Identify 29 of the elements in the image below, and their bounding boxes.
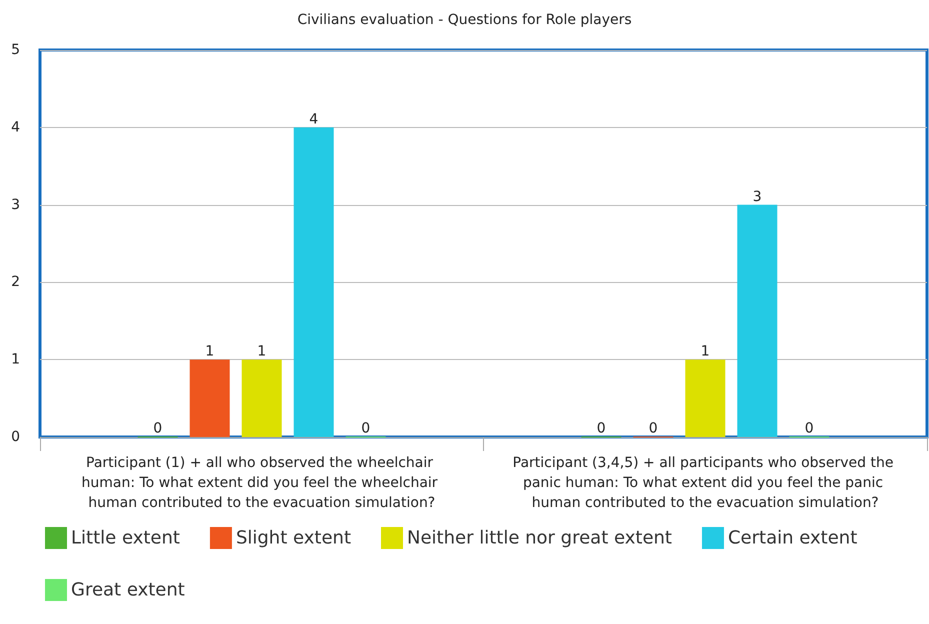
data-label: 1 (205, 344, 214, 360)
data-label: 0 (153, 420, 162, 436)
bar (242, 360, 282, 437)
legend-label: Little extent (71, 528, 180, 548)
legend-label: Great extent (71, 580, 185, 600)
bar (190, 360, 230, 437)
chart-title: Civilians evaluation - Questions for Role players (297, 12, 632, 28)
y-tick-label: 2 (11, 274, 20, 290)
y-tick-label: 3 (11, 196, 20, 213)
x-tick-label: Participant (3,4,5) + all participants who observed the panic human: To what extent did you feel the panic human contributed to the evacuation simulation? (512, 455, 898, 511)
data-label: 0 (648, 420, 658, 436)
legend-label: Slight extent (236, 528, 352, 548)
y-tick-label: 5 (11, 42, 20, 58)
legend-label: Neither little nor great extent (407, 528, 672, 548)
data-label: 3 (752, 188, 762, 205)
y-tick-label: 0 (11, 429, 20, 445)
data-label: 0 (804, 420, 814, 436)
bar (294, 127, 334, 437)
data-label: 1 (700, 344, 710, 360)
y-tick-label: 1 (11, 352, 20, 368)
bar (685, 360, 726, 437)
y-tick-label: 4 (11, 119, 20, 136)
legend-label: Certain extent (728, 528, 858, 548)
bar (737, 204, 778, 437)
data-label: 1 (257, 344, 266, 360)
data-label: 4 (309, 111, 318, 128)
data-label: 0 (596, 420, 606, 436)
data-label: 0 (361, 420, 370, 436)
x-tick-label: Participant (1) + all who observed the wheelchair human: To what extent did you feel the wheelchair human contributed to the evacuation simulation? (82, 455, 442, 511)
